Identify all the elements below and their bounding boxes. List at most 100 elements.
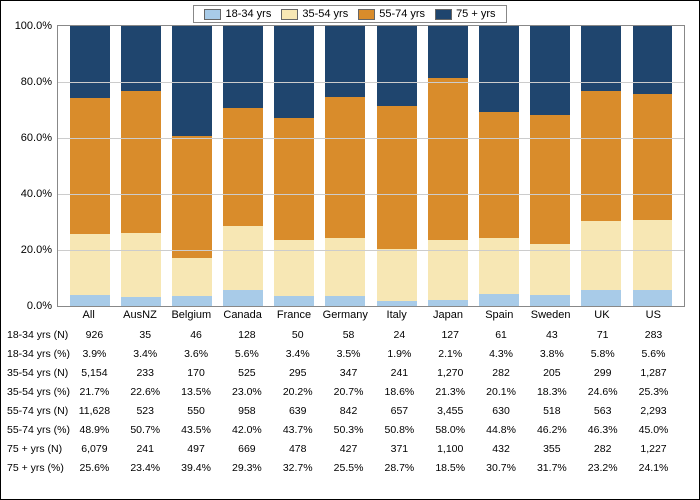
cell: 299: [577, 367, 628, 379]
stacked-bar: [70, 26, 110, 306]
legend-label: 55-74 yrs: [379, 8, 425, 20]
cell: 525: [221, 367, 272, 379]
cell: 347: [323, 367, 374, 379]
y-tick-label: 20.0%: [21, 244, 58, 256]
legend-item: 75 + yrs: [435, 8, 495, 20]
plot: 0.0%20.0%40.0%60.0%80.0%100.0%: [57, 25, 685, 307]
cell: 283: [628, 329, 679, 341]
row-cells: 9263546128505824127614371283: [63, 329, 685, 341]
bar-segment: [479, 294, 519, 306]
bar-segment: [581, 221, 621, 290]
cell: 1,270: [425, 367, 476, 379]
bar-slot: [64, 26, 115, 306]
table-row: 75 + yrs (%)25.6%23.4%39.4%29.3%32.7%25.…: [1, 458, 685, 477]
table-row: 55-74 yrs (%)48.9%50.7%43.5%42.0%43.7%50…: [1, 420, 685, 439]
cell: 45.0%: [628, 424, 679, 436]
cell: 4.3%: [476, 348, 527, 360]
bar-segment: [530, 115, 570, 244]
data-table: 18-34 yrs (N)926354612850582412761437128…: [1, 325, 685, 499]
x-category-label: Canada: [217, 309, 268, 321]
table-row: 35-54 yrs (%)21.7%22.6%13.5%23.0%20.2%20…: [1, 382, 685, 401]
legend: 18-34 yrs 35-54 yrs 55-74 yrs 75 + yrs: [1, 1, 699, 25]
bar-segment: [274, 118, 314, 240]
bar-slot: [473, 26, 524, 306]
x-category-label: Sweden: [525, 309, 576, 321]
cell: 43.5%: [171, 424, 222, 436]
cell: 22.6%: [120, 386, 171, 398]
cell: 25.3%: [628, 386, 679, 398]
bar-segment: [70, 295, 110, 306]
bar-segment: [633, 220, 673, 291]
stacked-bar: [223, 26, 263, 306]
cell: 48.9%: [69, 424, 120, 436]
bar-segment: [377, 26, 417, 106]
cell: 24: [374, 329, 425, 341]
row-cells: 5,1542331705252953472411,2702822052991,2…: [63, 367, 685, 379]
cell: 205: [526, 367, 577, 379]
bar-segment: [530, 244, 570, 295]
cell: 18.6%: [374, 386, 425, 398]
bar-segment: [325, 97, 365, 238]
stacked-bar: [530, 26, 570, 306]
cell: 46: [171, 329, 222, 341]
y-tick-label: 0.0%: [27, 300, 58, 312]
bar-segment: [581, 91, 621, 221]
cell: 71: [577, 329, 628, 341]
bar-segment: [223, 108, 263, 226]
grid-line: [58, 250, 684, 251]
bar-segment: [479, 238, 519, 294]
cell: 3.4%: [120, 348, 171, 360]
bar-segment: [121, 233, 161, 296]
legend-item: 55-74 yrs: [358, 8, 425, 20]
cell: 11,628: [69, 405, 120, 417]
cell: 842: [323, 405, 374, 417]
cell: 39.4%: [171, 462, 222, 474]
bar-segment: [581, 290, 621, 306]
x-category-label: Spain: [474, 309, 525, 321]
bar-segment: [479, 26, 519, 112]
cell: 478: [272, 443, 323, 455]
cell: 32.7%: [272, 462, 323, 474]
cell: 2.1%: [425, 348, 476, 360]
bar-segment: [223, 26, 263, 108]
row-cells: 21.7%22.6%13.5%23.0%20.2%20.7%18.6%21.3%…: [63, 386, 685, 398]
row-cells: 11,6285235509586398426573,4556305185632,…: [63, 405, 685, 417]
cell: 127: [425, 329, 476, 341]
cell: 25.6%: [69, 462, 120, 474]
legend-label: 18-34 yrs: [225, 8, 271, 20]
legend-item: 35-54 yrs: [281, 8, 348, 20]
bar-segment: [70, 234, 110, 295]
bar-slot: [576, 26, 627, 306]
bar-segment: [274, 296, 314, 306]
cell: 371: [374, 443, 425, 455]
y-tick-label: 100.0%: [15, 20, 58, 32]
cell: 241: [374, 367, 425, 379]
bar-segment: [172, 136, 212, 258]
legend-swatch: [281, 9, 298, 20]
cell: 20.1%: [476, 386, 527, 398]
x-category-label: AusNZ: [114, 309, 165, 321]
bar-segment: [633, 26, 673, 93]
cell: 241: [120, 443, 171, 455]
stacked-bar: [121, 26, 161, 306]
cell: 43: [526, 329, 577, 341]
stacked-bar: [581, 26, 621, 306]
x-category-label: US: [628, 309, 679, 321]
stacked-bar: [479, 26, 519, 306]
legend-label: 75 + yrs: [456, 8, 495, 20]
cell: 3.4%: [272, 348, 323, 360]
bar-slot: [525, 26, 576, 306]
bar-segment: [325, 238, 365, 296]
bar-segment: [121, 91, 161, 233]
cell: 43.7%: [272, 424, 323, 436]
cell: 3,455: [425, 405, 476, 417]
bar-slot: [115, 26, 166, 306]
cell: 18.5%: [425, 462, 476, 474]
legend-swatch: [358, 9, 375, 20]
cell: 23.2%: [577, 462, 628, 474]
bar-segment: [274, 240, 314, 297]
legend-swatch: [435, 9, 452, 20]
cell: 58: [323, 329, 374, 341]
bar-slot: [218, 26, 269, 306]
cell: 50: [272, 329, 323, 341]
